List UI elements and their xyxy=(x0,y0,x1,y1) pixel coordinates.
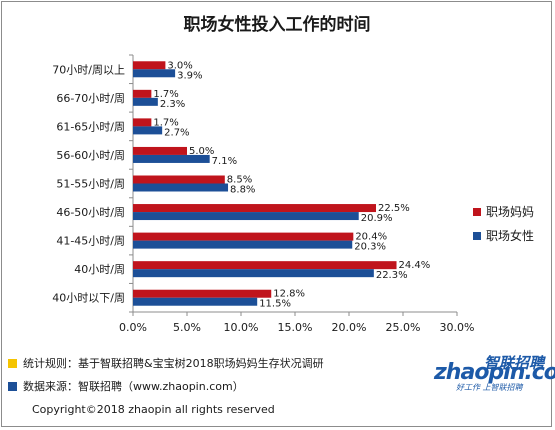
category-label: 56-60小时/周 xyxy=(56,149,125,162)
bar-women xyxy=(133,212,359,221)
category-label: 40小时以下/周 xyxy=(52,292,125,305)
bar-mom xyxy=(133,61,166,70)
data-label: 8.8% xyxy=(230,185,255,196)
bar-women xyxy=(133,183,229,192)
data-label: 11.5% xyxy=(259,299,291,310)
note-rule: 统计规则：基于智联招聘&宝宝树2018职场妈妈生存状况调研 xyxy=(8,355,324,371)
data-label: 24.4% xyxy=(399,260,431,271)
bar-mom xyxy=(133,232,354,241)
bar-women xyxy=(133,297,258,306)
legend-label: 职场妈妈 xyxy=(486,205,534,219)
x-tick-label: 5.0% xyxy=(173,321,201,334)
data-label: 22.5% xyxy=(378,203,410,214)
category-label: 51-55小时/周 xyxy=(56,178,125,191)
data-label: 22.3% xyxy=(376,270,408,281)
bar-mom xyxy=(133,146,187,155)
logo-main-text: zhaopin.com xyxy=(434,360,555,385)
bar-mom xyxy=(133,118,152,127)
data-label: 8.5% xyxy=(227,175,252,186)
x-tick-label: 15.0% xyxy=(278,321,313,334)
bar-women xyxy=(133,126,163,135)
note-rule-marker xyxy=(8,358,17,368)
bar-women xyxy=(133,97,158,106)
copyright-text: Copyright©2018 zhaopin all rights reserv… xyxy=(32,403,275,416)
category-label: 40小时/周 xyxy=(74,263,125,276)
x-tick-label: 10.0% xyxy=(224,321,259,334)
bar-women xyxy=(133,154,210,163)
note-source-text: 数据来源：智联招聘（www.zhaopin.com） xyxy=(23,380,244,393)
bar-mom xyxy=(133,289,272,298)
legend-label: 职场女性 xyxy=(486,228,534,243)
data-label: 2.7% xyxy=(164,127,189,138)
logo-slogan-text: 好工作 上智联招聘 xyxy=(456,383,523,392)
bar-women xyxy=(133,69,176,78)
bar-mom xyxy=(133,175,225,184)
category-label: 66-70小时/周 xyxy=(56,92,125,105)
legend-swatch xyxy=(473,208,481,216)
bar-mom xyxy=(133,204,376,213)
bar-women xyxy=(133,269,374,278)
logo-cn-text: 智联招聘 xyxy=(484,354,545,372)
data-label: 20.9% xyxy=(361,213,393,224)
data-label: 12.8% xyxy=(273,289,305,300)
data-label: 5.0% xyxy=(189,146,214,157)
x-tick-label: 25.0% xyxy=(386,321,421,334)
category-label: 46-50小时/周 xyxy=(56,206,125,219)
data-label: 1.7% xyxy=(153,117,178,128)
data-label: 1.7% xyxy=(153,89,178,100)
note-rule-text: 统计规则：基于智联招聘&宝宝树2018职场妈妈生存状况调研 xyxy=(23,357,324,370)
note-source-marker xyxy=(8,381,17,391)
data-label: 3.0% xyxy=(167,60,192,71)
data-label: 2.3% xyxy=(160,99,185,110)
zhaopin-logo: 智联招聘 zhaopin.com 好工作 上智联招聘 xyxy=(432,352,555,392)
data-label: 20.3% xyxy=(354,242,386,253)
bar-mom xyxy=(133,89,152,98)
x-tick-label: 20.0% xyxy=(332,321,367,334)
data-label: 20.4% xyxy=(355,232,387,243)
category-label: 70小时/周以上 xyxy=(52,63,125,76)
x-tick-label: 30.0% xyxy=(440,321,475,334)
legend-swatch xyxy=(473,232,481,240)
chart-title: 职场女性投入工作的时间 xyxy=(184,14,371,35)
category-label: 41-45小时/周 xyxy=(56,235,125,248)
bar-women xyxy=(133,240,353,249)
category-label: 61-65小时/周 xyxy=(56,120,125,133)
note-source: 数据来源：智联招聘（www.zhaopin.com） xyxy=(8,378,244,394)
bar-mom xyxy=(133,261,397,270)
data-label: 3.9% xyxy=(177,70,202,81)
data-label: 7.1% xyxy=(212,156,237,167)
x-tick-label: 0.0% xyxy=(119,321,147,334)
